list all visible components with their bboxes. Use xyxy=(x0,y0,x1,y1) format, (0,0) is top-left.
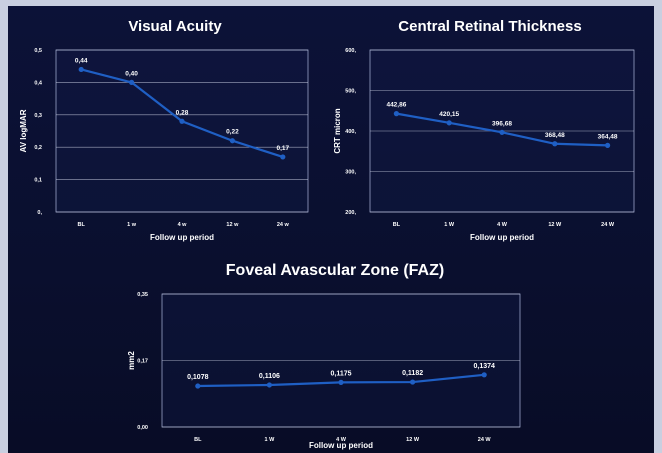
data-point xyxy=(195,383,201,389)
x-tick-label: 1 W xyxy=(265,437,276,443)
chart-title-visual-acuity: Visual Acuity xyxy=(128,18,222,35)
y-axis-label: mm2 xyxy=(127,351,136,370)
data-label: 0,28 xyxy=(176,109,189,116)
data-label: 442,86 xyxy=(386,102,406,109)
data-point xyxy=(229,138,235,144)
x-tick-label: 12 W xyxy=(548,222,562,228)
x-axis-label: Follow up period xyxy=(309,441,373,450)
data-point xyxy=(338,379,344,385)
data-label: 0,40 xyxy=(125,70,138,77)
x-tick-label: 4 W xyxy=(336,437,347,443)
y-tick-label: 0,17 xyxy=(137,359,148,365)
data-point xyxy=(78,66,84,73)
x-tick-label: 4 w xyxy=(178,222,188,228)
x-tick-label: 12 w xyxy=(226,222,239,228)
y-tick-label: 0,00 xyxy=(137,425,148,431)
data-label: 0,1182 xyxy=(402,370,423,377)
data-label: 396,68 xyxy=(492,120,512,127)
data-label: 364,48 xyxy=(598,133,618,140)
data-label: 0,1374 xyxy=(473,363,495,370)
right-border xyxy=(654,0,662,453)
chart-title-central-retinal-thickness: Central Retinal Thickness xyxy=(398,18,582,35)
y-tick-label: 200, xyxy=(345,210,356,216)
x-tick-label: BL xyxy=(78,222,86,228)
data-label: 0,17 xyxy=(276,145,289,152)
x-tick-label: BL xyxy=(194,437,202,443)
y-tick-label: 400, xyxy=(345,129,356,135)
data-label: 420,15 xyxy=(439,111,459,118)
data-point xyxy=(499,129,505,135)
y-axis-label: CRT micron xyxy=(333,108,342,153)
x-tick-label: 1 W xyxy=(444,222,455,228)
y-tick-label: 0,35 xyxy=(137,292,148,298)
data-label: 0,1106 xyxy=(259,373,280,380)
data-point xyxy=(481,372,487,378)
data-point xyxy=(605,142,611,148)
x-tick-label: 1 w xyxy=(127,222,137,228)
x-tick-label: 24 W xyxy=(601,222,615,228)
x-axis-label: Follow up period xyxy=(150,233,214,242)
data-point xyxy=(266,382,272,388)
y-tick-label: 0,2 xyxy=(34,145,42,151)
data-point xyxy=(552,141,558,147)
data-label: 0,1175 xyxy=(330,370,351,377)
y-tick-label: 0,4 xyxy=(34,80,43,86)
x-tick-label: 12 W xyxy=(406,437,420,443)
data-point xyxy=(446,120,452,126)
x-tick-label: 4 W xyxy=(497,222,508,228)
data-label: 0,44 xyxy=(75,57,88,64)
data-point xyxy=(410,379,416,385)
central-retinal-thickness-chart: 200, 300, 400, 500, 600, BL 1 W 4 W 12 W 24 W Foll… xyxy=(333,48,635,242)
x-tick-label: 24 W xyxy=(478,437,492,443)
data-label: 368,48 xyxy=(545,132,565,139)
visual-acuity-chart: 0, 0,1 0,2 0,3 0,4 0,5 BL 1 w 4 w 12 w 24 w Follow … xyxy=(19,48,309,242)
faz-chart: 0,00 0,17 0,35 BL 1 W 4 W 12 W 24 W Follow up pe… xyxy=(127,292,521,450)
y-tick-label: 600, xyxy=(345,48,356,54)
y-tick-label: 0,1 xyxy=(34,178,42,184)
data-point xyxy=(179,118,185,124)
data-point xyxy=(280,154,286,160)
chart-title-foveal-avascular-zone: Foveal Avascular Zone (FAZ) xyxy=(225,262,445,279)
y-tick-label: 0, xyxy=(37,210,42,216)
y-axis-label: AV logMAR xyxy=(19,109,28,152)
y-tick-label: 500, xyxy=(345,89,356,95)
top-border xyxy=(0,0,662,6)
y-tick-label: 300, xyxy=(345,170,356,176)
x-tick-label: BL xyxy=(393,222,401,228)
x-tick-label: 24 w xyxy=(277,222,290,228)
data-point xyxy=(129,79,135,85)
data-label: 0,22 xyxy=(226,129,239,136)
y-tick-label: 0,3 xyxy=(34,113,42,119)
data-point xyxy=(393,111,399,117)
plot-area xyxy=(55,49,309,213)
y-tick-label: 0,5 xyxy=(34,48,42,54)
data-label: 0,1078 xyxy=(187,374,209,381)
x-axis-label: Follow up period xyxy=(470,233,534,242)
left-border xyxy=(0,0,8,453)
